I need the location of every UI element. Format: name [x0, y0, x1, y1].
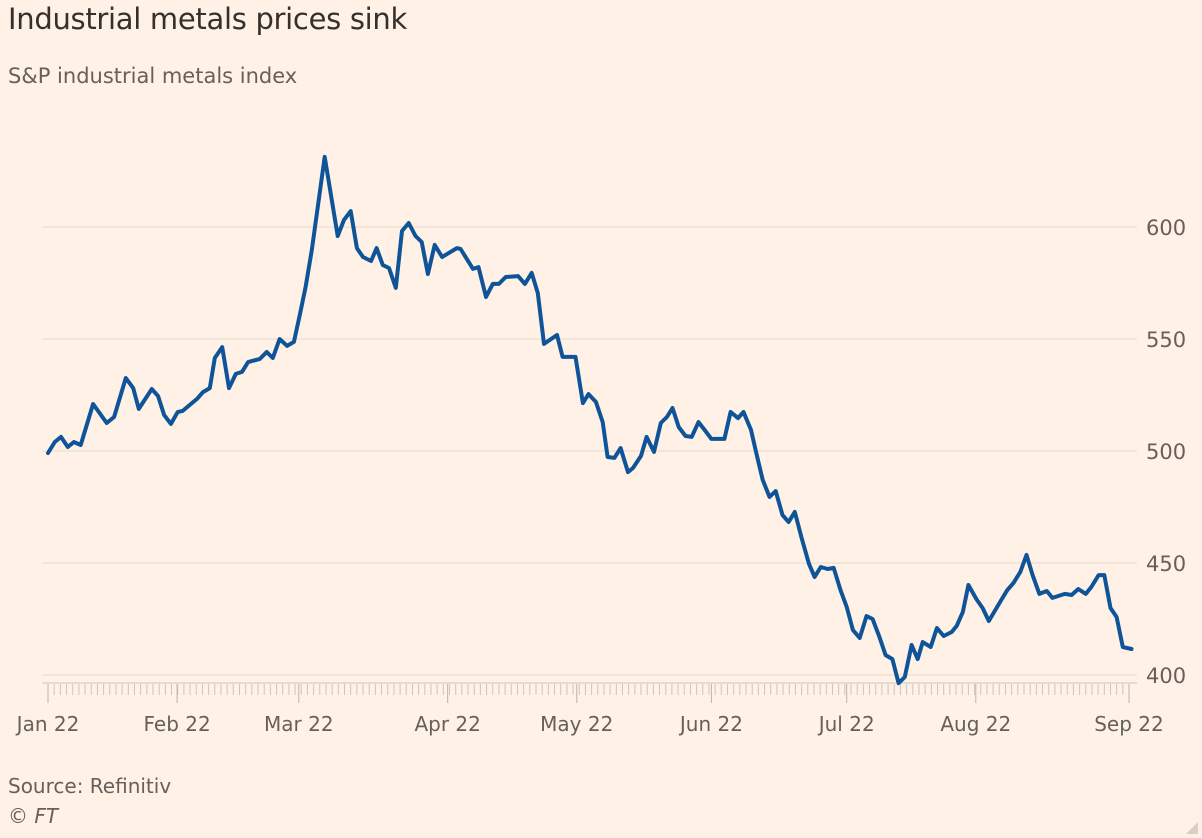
y-tick-label: 600 — [1146, 216, 1186, 240]
x-tick-label: Feb 22 — [143, 712, 210, 736]
x-axis: Jan 22 Feb 22 Mar 22 Apr 22 May 22 Jun 22 Jul … — [15, 682, 1164, 736]
x-tick-label: Aug 22 — [940, 712, 1011, 736]
series-layer — [46, 154, 1134, 686]
x-tick-label: Sep 22 — [1094, 712, 1164, 736]
gridlines — [42, 226, 1137, 676]
copyright-note: © FT — [8, 804, 59, 828]
chart-title: Industrial metals prices sink — [8, 2, 407, 36]
y-tick-label: 500 — [1146, 440, 1186, 464]
x-tick-label: Jun 22 — [678, 712, 743, 736]
x-tick-label: Jan 22 — [15, 712, 80, 736]
x-tick-label: Jul 22 — [817, 712, 875, 736]
source-note: Source: Refinitiv — [8, 774, 172, 798]
x-tick-label: May 22 — [540, 712, 613, 736]
y-tick-label: 450 — [1146, 552, 1186, 576]
x-tick-label: Apr 22 — [414, 712, 480, 736]
x-tick-label: Mar 22 — [264, 712, 334, 736]
y-axis-labels: 400 450 500 550 600 — [1146, 216, 1186, 688]
y-tick-label: 550 — [1146, 328, 1186, 352]
chart-subtitle: S&P industrial metals index — [8, 64, 298, 88]
index-line — [46, 154, 1134, 686]
y-tick-label: 400 — [1146, 664, 1186, 688]
resize-handle-icon — [1186, 822, 1198, 834]
